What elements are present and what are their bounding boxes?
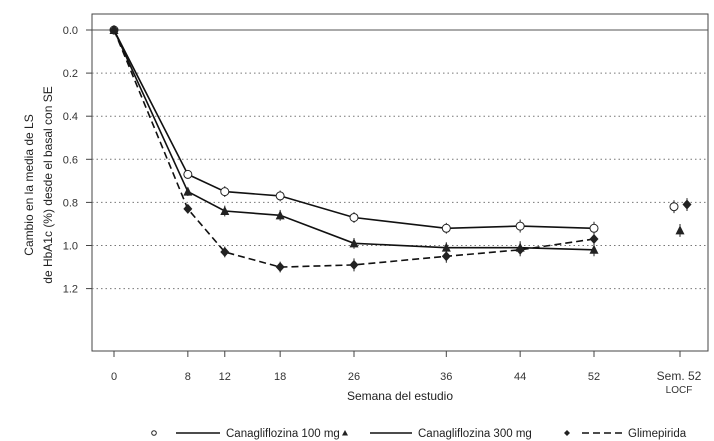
data-point xyxy=(589,223,599,233)
y-tick-label: 0.2 xyxy=(63,68,78,80)
y-tick-label: 0.6 xyxy=(63,154,78,166)
series-line-2 xyxy=(113,29,595,251)
legend-label-series-3: Glimepirida xyxy=(628,428,687,440)
data-point xyxy=(109,25,119,35)
x-axis-title: Semana del estudio xyxy=(347,389,453,403)
x-tick-label: 52 xyxy=(588,371,600,383)
data-point xyxy=(220,206,230,216)
data-point xyxy=(515,221,525,231)
data-point xyxy=(589,244,599,254)
data-point xyxy=(589,234,599,245)
grid xyxy=(92,29,708,290)
x-tick-label: 36 xyxy=(440,371,452,383)
x-tick-label: 18 xyxy=(274,371,286,383)
x-tick-label: 0 xyxy=(111,371,117,383)
x-tick-label: 44 xyxy=(514,371,526,383)
data-point xyxy=(220,187,230,197)
plot-frame xyxy=(91,13,709,352)
series-layer xyxy=(109,25,692,273)
data-point xyxy=(349,212,359,222)
locf-point xyxy=(682,199,692,210)
legend-marker-diamond xyxy=(564,430,570,436)
locf-point xyxy=(675,225,685,235)
y-tick-label: 1.2 xyxy=(63,284,78,296)
data-point xyxy=(349,259,359,270)
x-tick-label: 12 xyxy=(219,371,231,383)
legend-label-series-2: Canagliflozina 300 mg xyxy=(418,428,532,440)
data-point xyxy=(441,242,451,252)
data-point xyxy=(275,210,285,220)
data-point xyxy=(183,186,193,196)
data-point xyxy=(183,203,193,214)
y-axis-title-line1: Cambio en la media de LS xyxy=(22,114,36,255)
legend-marker-triangle xyxy=(342,430,348,436)
y-tick-label: 0.8 xyxy=(63,197,78,209)
data-point xyxy=(275,191,285,201)
data-point xyxy=(441,251,451,262)
series-line-3 xyxy=(113,29,595,268)
extra-x-label-line1: Sem. 52 xyxy=(657,369,702,383)
x-tick-label: 8 xyxy=(185,371,191,383)
data-point xyxy=(441,223,451,233)
data-point xyxy=(349,238,359,248)
y-axis-title-line2: de HbA1c (%) desde el basal con SE xyxy=(41,86,55,283)
legend-marker-circle xyxy=(151,430,157,436)
series-line-1 xyxy=(113,29,595,230)
extra-x-label-line2: LOCF xyxy=(666,385,693,396)
x-ticks: 0 8 12 18 26 36 44 52 xyxy=(111,351,681,383)
y-tick-label: 0.4 xyxy=(63,111,78,123)
y-tick-label: 1.0 xyxy=(63,241,78,253)
legend-label-series-1: Canagliflozina 100 mg xyxy=(226,428,340,440)
y-ticks: 0.0 0.2 0.4 0.6 0.8 1.0 1.2 xyxy=(63,25,92,296)
data-point xyxy=(183,169,193,179)
y-tick-label: 0.0 xyxy=(63,25,78,37)
data-point xyxy=(515,244,525,255)
data-point xyxy=(275,262,285,273)
locf-point xyxy=(669,202,679,212)
x-tick-label: 26 xyxy=(348,371,360,383)
data-point xyxy=(220,246,230,257)
legend: Canagliflozina 100 mg Canagliflozina 300… xyxy=(151,428,687,440)
